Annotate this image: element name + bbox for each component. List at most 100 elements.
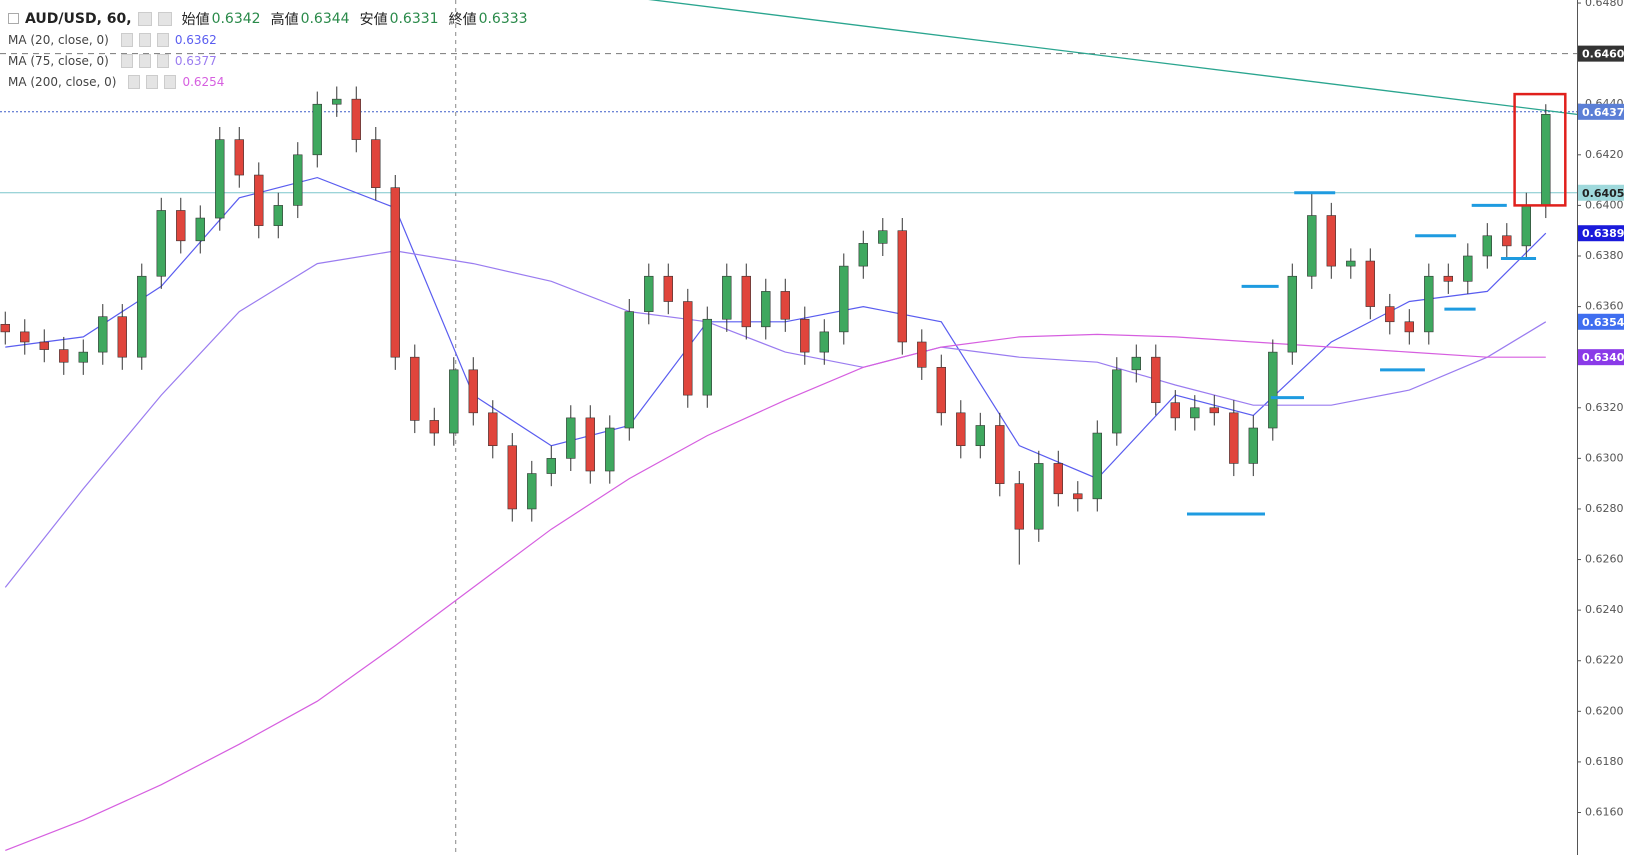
ohlc-value: 0.6342 xyxy=(211,10,261,27)
y-tick-label: 0.6240 xyxy=(1585,603,1624,616)
candle-body xyxy=(1502,235,1512,247)
candle-body xyxy=(780,291,790,320)
price-label-box xyxy=(1578,313,1624,330)
legend-menu[interactable] xyxy=(138,32,151,47)
y-tick-label: 0.6200 xyxy=(1585,704,1624,717)
candle-body xyxy=(1404,321,1414,333)
candle-body xyxy=(839,265,849,333)
candle-body xyxy=(1541,114,1551,206)
candle-body xyxy=(527,473,537,510)
candle-body xyxy=(507,445,517,510)
candle-body xyxy=(1443,275,1453,282)
moving-average-line xyxy=(4,250,1547,588)
price-label-box xyxy=(1578,45,1624,62)
legend-menu[interactable] xyxy=(120,53,133,68)
candle-body xyxy=(332,98,342,105)
candle-body xyxy=(117,316,127,358)
price-label: 0.6340 xyxy=(1582,351,1625,364)
legend-row: MA (200, close, 0) 0.6254 xyxy=(8,71,528,92)
candle-body xyxy=(1482,235,1492,257)
candle-body xyxy=(98,316,108,353)
price-label: 0.6389 xyxy=(1582,227,1624,240)
axis-panel xyxy=(1577,0,1627,855)
settings-icon[interactable] xyxy=(157,11,172,26)
legend-menu[interactable] xyxy=(128,74,141,89)
candle-body xyxy=(293,154,303,206)
y-tick-label: 0.6380 xyxy=(1585,249,1624,262)
legend-menu[interactable] xyxy=(120,32,133,47)
y-tick-label: 0.6420 xyxy=(1585,148,1624,161)
candle-body xyxy=(1092,432,1102,500)
candle-body xyxy=(702,318,712,396)
candle-body xyxy=(1170,402,1180,419)
candle-body xyxy=(1287,275,1297,353)
ohlc-value: 0.6344 xyxy=(300,10,350,27)
legend-value: 0.6377 xyxy=(174,53,217,68)
legend-menu[interactable] xyxy=(156,53,169,68)
candle-body xyxy=(1346,260,1356,267)
candle-body xyxy=(819,331,829,353)
candle-body xyxy=(234,139,244,176)
ohlc-value: 0.6331 xyxy=(389,10,439,27)
candle-body xyxy=(351,98,361,140)
candle-body xyxy=(1248,427,1258,464)
legend-menu[interactable] xyxy=(138,53,151,68)
candle-body xyxy=(1463,255,1473,282)
candle-body xyxy=(0,323,10,333)
candle-body xyxy=(1131,356,1141,371)
candle-body xyxy=(1053,463,1063,495)
candle-body xyxy=(800,318,810,353)
candle-body xyxy=(156,210,166,277)
candle-body xyxy=(585,417,595,472)
ohlc-name: 終値 xyxy=(448,11,477,28)
settings-icon[interactable] xyxy=(137,11,152,26)
candle-body xyxy=(410,356,420,421)
legend-menu[interactable] xyxy=(164,74,177,89)
legend-value: 0.6362 xyxy=(174,32,217,47)
candle-body xyxy=(1034,463,1044,530)
candle-body xyxy=(878,230,888,244)
candle-body xyxy=(1521,205,1531,247)
candle-body xyxy=(20,331,30,343)
candle-body xyxy=(956,412,966,447)
candle-body xyxy=(722,275,732,320)
candle-body xyxy=(605,427,615,472)
legend-menu[interactable] xyxy=(146,74,159,89)
candle-body xyxy=(1268,351,1278,429)
legend-menu[interactable] xyxy=(156,32,169,47)
candle-body xyxy=(1365,260,1375,307)
moving-average-line xyxy=(5,333,1546,851)
legend-value: 0.6254 xyxy=(182,74,225,89)
candle-body xyxy=(195,217,205,242)
candle-body xyxy=(1190,407,1200,419)
legend-row: MA (75, close, 0) 0.6377 xyxy=(8,50,528,71)
candle-body xyxy=(215,139,225,219)
price-label: 0.6405 xyxy=(1582,187,1624,200)
candle-body xyxy=(1151,356,1161,404)
candle-body xyxy=(663,275,673,302)
legend-name: MA (200, close, 0) xyxy=(8,74,117,89)
symbol: AUD/USD, 60, xyxy=(25,10,132,27)
candle-body xyxy=(1326,215,1336,267)
candle-body xyxy=(59,349,69,363)
candle-body xyxy=(449,369,459,434)
price-label-box xyxy=(1578,184,1624,201)
candle-body xyxy=(995,425,1005,484)
legend-name: MA (20, close, 0) xyxy=(8,32,109,47)
candle-body xyxy=(1112,369,1122,434)
candle-body xyxy=(566,417,576,459)
price-label: 0.6460 xyxy=(1582,48,1625,61)
candle-body xyxy=(644,275,654,312)
highlight-box xyxy=(1513,92,1567,207)
header: AUD/USD, 60, 始値 0.6342 高値 0.6344 安値 0.6331 終値 0… xyxy=(8,8,528,92)
price-label-box xyxy=(1578,103,1624,120)
candle-body xyxy=(371,139,381,188)
y-tick-label: 0.6360 xyxy=(1585,300,1624,313)
candle-body xyxy=(390,187,400,358)
ohlc-value: 0.6333 xyxy=(478,10,528,27)
price-label-box xyxy=(1578,349,1624,366)
y-tick-label: 0.6280 xyxy=(1585,502,1624,515)
candle-body xyxy=(917,341,927,368)
collapse-icon[interactable] xyxy=(8,13,19,24)
